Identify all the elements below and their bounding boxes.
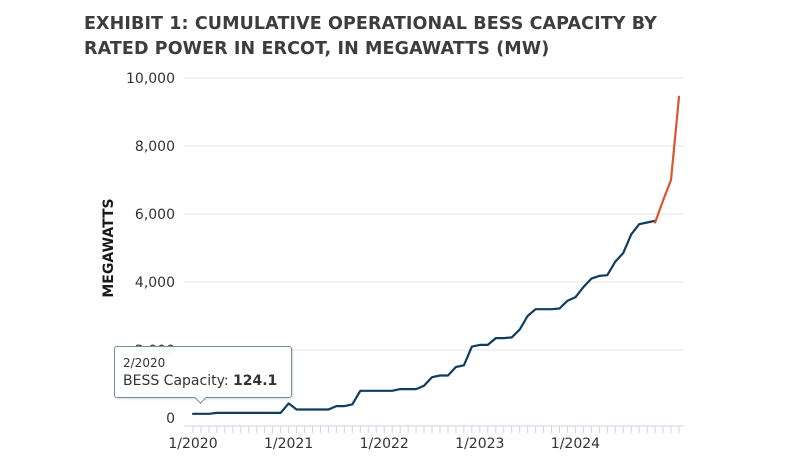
x-tick-label: 1/2021 [264,436,313,452]
x-tick-label: 1/2020 [168,436,217,452]
series-lines [191,95,681,415]
x-tick-label: 1/2022 [360,436,409,452]
x-axis: 1/2020 1/2021 1/2022 1/2023 1/2024 [168,425,684,452]
gridlines [184,77,684,351]
series-line-2 [653,95,681,224]
data-tooltip: 2/2020 BESS Capacity: 124.1 [114,346,292,398]
y-tick-label: 0 [166,411,175,427]
chart-title: EXHIBIT 1: CUMULATIVE OPERATIONAL BESS C… [84,14,657,59]
tooltip-value: 124.1 [233,373,278,389]
x-tick-label: 1/2023 [455,436,504,452]
y-tick-label: 8,000 [135,139,175,155]
y-tick-label: 10,000 [126,71,175,87]
series-line-1 [191,219,657,415]
y-tick-label: 6,000 [135,207,175,223]
tooltip-date: 2/2020 [123,356,166,370]
y-tick-label: 4,000 [135,275,175,291]
tooltip-label: BESS Capacity: [123,373,234,389]
x-tick-label: 1/2024 [551,436,600,452]
tooltip-row: BESS Capacity: 124.1 [123,371,283,391]
y-axis-label: MEGAWATTS [101,198,117,297]
